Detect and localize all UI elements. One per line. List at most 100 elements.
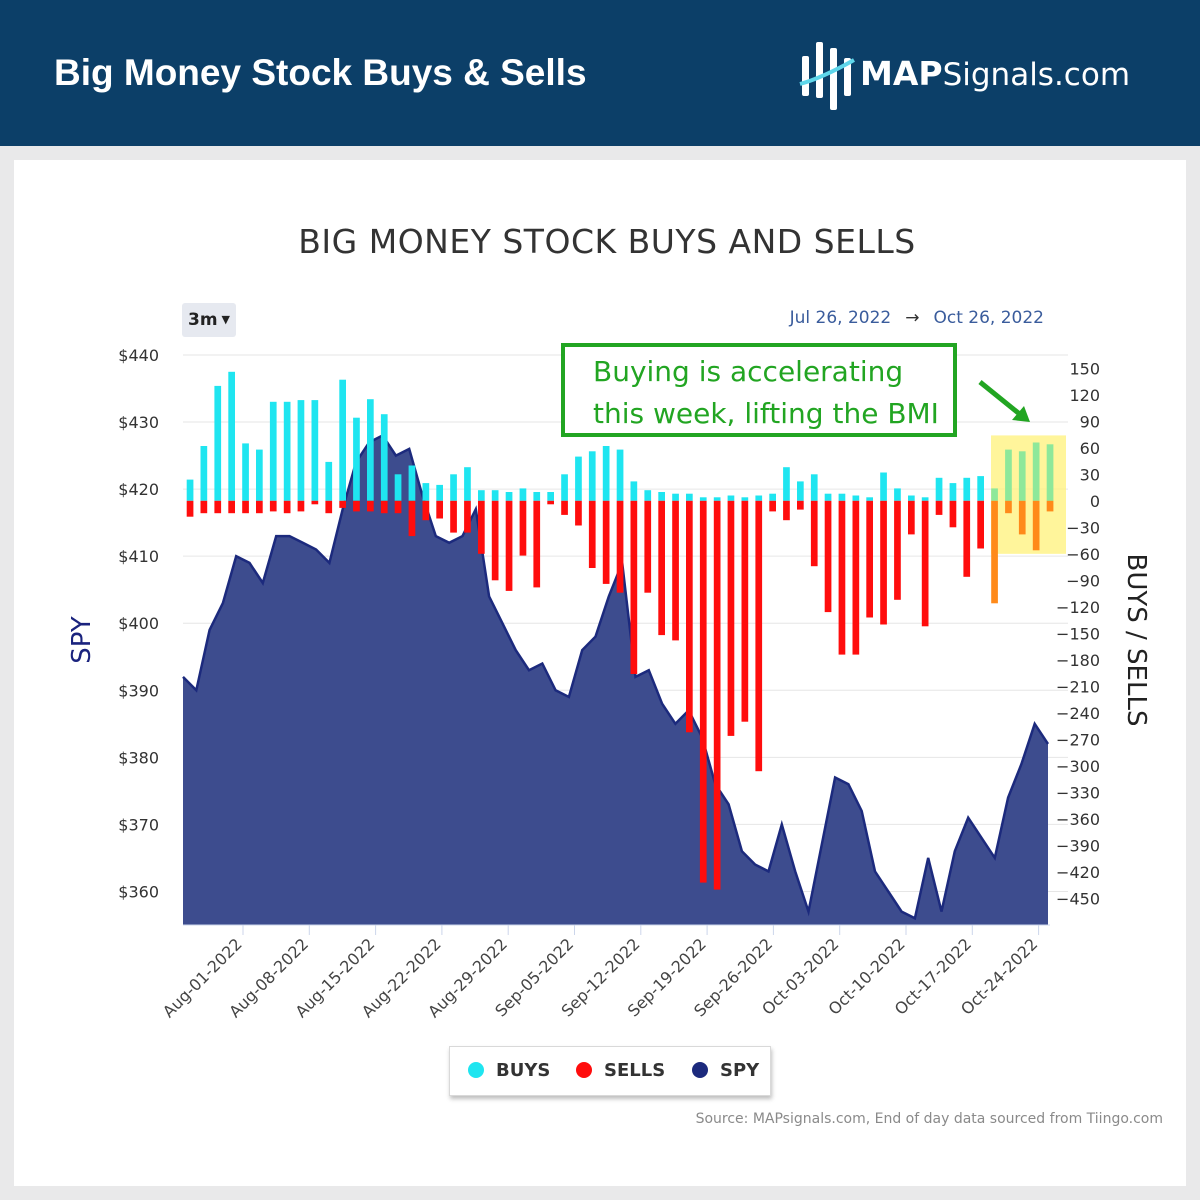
buy-bar	[672, 493, 679, 501]
annotation-callout: Buying is accelerating this week, liftin…	[561, 343, 957, 437]
sell-bar	[478, 500, 485, 554]
buy-bar	[880, 472, 887, 501]
sell-bar	[283, 500, 291, 514]
date-range[interactable]: Jul 26, 2022 → Oct 26, 2022	[740, 308, 1044, 328]
sell-bar	[561, 500, 568, 515]
buy-bar	[658, 492, 665, 501]
legend-buys-label: BUYS	[496, 1060, 551, 1081]
y-right-tick-label: −210	[1056, 677, 1100, 696]
buy-bar	[699, 497, 707, 501]
sell-bar	[644, 500, 652, 593]
buy-bar	[339, 379, 346, 501]
y-right-tick-label: 90	[1080, 412, 1100, 431]
source-note: Source: MAPsignals.com, End of day data …	[695, 1111, 1163, 1127]
y-left-tick-label: $410	[118, 547, 159, 566]
buy-bar	[561, 474, 568, 501]
date-from[interactable]: Jul 26, 2022	[789, 308, 892, 328]
sell-bar	[464, 500, 471, 533]
sell-bar	[602, 500, 610, 584]
sell-bar	[908, 500, 915, 535]
sell-bar	[588, 500, 596, 568]
buy-bar	[242, 443, 249, 501]
y-left-tick-label: $360	[118, 882, 159, 901]
sell-bar	[658, 500, 665, 636]
buy-bar	[727, 495, 735, 501]
sell-bar	[921, 500, 929, 627]
sell-bar	[935, 500, 943, 515]
buy-bar	[408, 465, 416, 501]
buy-bar	[894, 488, 901, 501]
y-left-tick-label: $420	[118, 480, 159, 499]
sell-bar	[1005, 500, 1012, 514]
sell-bar	[519, 500, 527, 556]
sell-bar	[686, 500, 693, 733]
brand-name-strong: MAP	[860, 54, 943, 93]
buy-bar	[866, 497, 873, 501]
sell-bar	[505, 500, 513, 591]
range-selector-label: 3m	[187, 310, 218, 330]
buy-bar	[1005, 449, 1012, 501]
sell-bar	[783, 500, 790, 521]
y-right-tick-label: 150	[1069, 359, 1100, 378]
chart-legend: BUYS SELLS SPY	[449, 1046, 771, 1096]
buy-bar	[519, 488, 527, 501]
buy-bar	[297, 400, 305, 501]
range-selector-button[interactable]: 3m ▼	[182, 303, 236, 337]
arrow-right-icon: →	[905, 308, 920, 328]
arrow-line	[978, 380, 1024, 418]
sell-bar	[991, 500, 998, 604]
sell-bar	[810, 500, 818, 567]
buy-bar	[852, 495, 860, 501]
y-left-tick-label: $400	[118, 614, 159, 633]
buy-bar	[1046, 444, 1054, 501]
buy-bar	[1018, 451, 1026, 501]
sell-bar	[242, 500, 249, 514]
legend-item-spy[interactable]: SPY	[692, 1060, 759, 1081]
sell-bar	[353, 500, 360, 512]
buy-bar	[228, 371, 235, 501]
y-right-tick-label: 0	[1090, 492, 1100, 511]
spy-line	[182, 433, 1050, 921]
buy-bar	[935, 477, 943, 501]
y-left-tick-label: $440	[118, 346, 159, 365]
sell-bar	[547, 500, 554, 505]
sell-bar	[949, 500, 957, 528]
buy-bar	[311, 400, 319, 501]
sell-bar	[422, 500, 430, 521]
sell-bar	[256, 500, 263, 514]
sell-bar	[297, 500, 305, 512]
sell-bar	[325, 500, 333, 514]
buy-bar	[478, 490, 485, 501]
brand-name-light: Signals.com	[942, 57, 1131, 93]
sell-bar	[866, 500, 873, 618]
buy-bar	[616, 449, 624, 501]
sell-bar	[394, 500, 402, 514]
sell-bar	[408, 500, 416, 537]
buy-bar	[908, 495, 915, 501]
buy-bar	[450, 474, 457, 501]
sell-bar	[977, 500, 984, 549]
y-right-tick-label: −330	[1056, 783, 1100, 802]
legend-buys-marker	[468, 1062, 484, 1078]
sell-bar	[491, 500, 499, 581]
sell-bar	[200, 500, 208, 514]
buy-bar	[533, 492, 541, 501]
arrow-head-icon	[1012, 406, 1030, 422]
y-right-tick-label: −270	[1056, 730, 1100, 749]
sell-bar	[533, 500, 541, 588]
sell-bar	[824, 500, 832, 613]
sell-bar	[797, 500, 804, 510]
y-right-tick-label: −390	[1056, 836, 1100, 855]
buy-bar	[588, 451, 596, 501]
legend-sells-label: SELLS	[604, 1060, 666, 1081]
legend-item-sells[interactable]: SELLS	[576, 1060, 665, 1081]
sell-bar	[852, 500, 860, 655]
date-to[interactable]: Oct 26, 2022	[933, 308, 1045, 328]
buy-bar	[491, 490, 499, 501]
sell-bar	[367, 500, 374, 512]
sell-bar	[630, 500, 638, 674]
sell-bar	[339, 500, 346, 508]
buy-bar	[824, 493, 832, 501]
legend-item-buys[interactable]: BUYS	[468, 1060, 550, 1081]
